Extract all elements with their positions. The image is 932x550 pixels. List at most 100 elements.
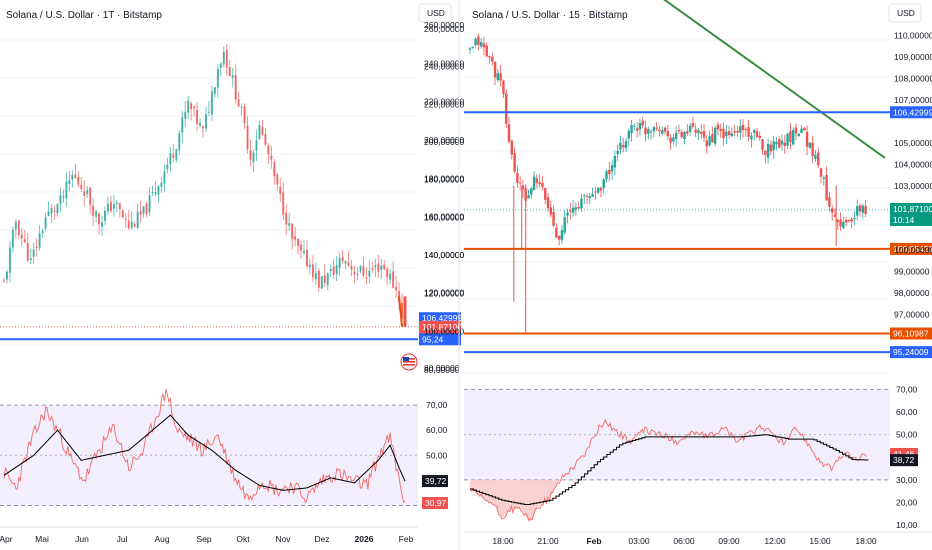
right-candle-body <box>488 56 491 58</box>
right-candle-body <box>772 141 775 151</box>
right-candle-body <box>769 144 773 152</box>
right-currency-label: USD <box>897 8 915 18</box>
right-candle-body <box>791 130 795 145</box>
right-overlay-tick-label-visible: 120,00000 <box>424 288 464 298</box>
right-candle-body <box>822 177 826 179</box>
right-candle-body <box>544 187 547 200</box>
right-candle-body <box>552 212 555 226</box>
left-candle-body <box>338 258 341 269</box>
left-time-tick-label: Aug <box>154 534 169 544</box>
right-candle-body <box>775 141 778 145</box>
right-price-plot <box>468 34 867 334</box>
right-rsi-plot <box>464 388 890 523</box>
left-candle-body <box>47 211 50 216</box>
right-price-ticks: 110,00000 109,00000 108,00000 107,00000 105,… <box>894 31 932 320</box>
left-time-axis: Apr Mai Jun Jul Aug Sep Okt Nov Dez 2026 Feb <box>0 526 418 544</box>
right-candle-body <box>661 130 664 134</box>
right-candle-body <box>577 207 580 209</box>
right-price-tick-label: 97,00000 <box>894 309 930 319</box>
left-candle-body <box>26 242 29 261</box>
right-price-tick-label: 109,00000 <box>894 52 932 62</box>
right-rsi-value-label: 38,72 <box>893 455 915 465</box>
right-candle-body <box>716 124 720 130</box>
left-candle-body <box>86 190 89 195</box>
right-candle-body <box>713 127 717 144</box>
left-last-candle <box>403 296 407 327</box>
right-candle-body <box>725 131 728 137</box>
left-currency-button[interactable] <box>418 3 452 23</box>
right-candle-body <box>722 128 725 139</box>
left-rsi-tick-label: 50,00 <box>426 450 448 460</box>
right-candle-body <box>842 222 845 229</box>
right-candle-body <box>833 214 837 217</box>
right-candle-body <box>591 194 594 197</box>
left-candle-body <box>362 266 365 276</box>
left-candle-body <box>184 111 187 119</box>
right-overlay-tick-label-visible: 180,00000 <box>424 173 464 183</box>
right-candle-body <box>752 129 756 133</box>
right-candle-body <box>538 182 541 184</box>
left-candle-body <box>11 229 14 248</box>
left-level-badge-label: 95,24 <box>422 334 444 344</box>
right-candle-body <box>599 187 603 191</box>
right-price-tick-label: 100,00000 <box>894 245 932 255</box>
left-rsi-line <box>3 388 406 504</box>
left-candle-body <box>320 276 323 289</box>
left-candle-body <box>83 191 86 196</box>
left-candle-body <box>175 149 178 161</box>
left-rsi-plot <box>0 388 418 506</box>
right-candle-body <box>474 38 477 45</box>
right-candle-body <box>471 46 474 48</box>
left-candle-body <box>5 271 8 280</box>
left-candle-body <box>326 273 329 286</box>
right-currency-button[interactable] <box>888 3 922 23</box>
left-panel: Solana / U.S. Dollar · 1T · Bitstamp 106… <box>0 0 464 550</box>
right-candle-body <box>803 127 806 131</box>
right-candle-body <box>619 142 622 150</box>
left-candle-body <box>234 74 237 100</box>
right-candle-body <box>482 43 486 48</box>
right-candle-body <box>516 172 519 183</box>
left-candle-body <box>157 186 160 195</box>
left-candle-body <box>255 140 258 151</box>
left-candle-body <box>249 150 252 160</box>
left-candle-body <box>380 265 383 270</box>
right-panel: Solana / U.S. Dollar · 15 · Bitstamp 106… <box>424 0 932 550</box>
left-candle-body <box>401 302 404 319</box>
right-candle-body <box>541 182 544 188</box>
right-candle-body <box>644 127 647 135</box>
left-candle-body <box>163 171 166 184</box>
left-candle-body <box>50 208 53 214</box>
right-candle-body <box>825 174 828 201</box>
left-candle-body <box>154 192 157 195</box>
right-candle-body <box>518 182 522 184</box>
right-candle-body <box>766 144 770 158</box>
left-candle-body <box>106 203 109 212</box>
left-price-tick-label: 120,00000 <box>424 288 464 298</box>
right-candle-body <box>677 130 681 132</box>
right-candle-body <box>688 125 692 132</box>
right-candle-body <box>789 131 792 143</box>
right-candle-body <box>758 135 761 139</box>
right-candle-body <box>864 205 867 214</box>
left-candle-body <box>252 152 255 163</box>
right-time-tick-label: 03:00 <box>628 536 650 546</box>
right-overlay-tick-label-visible: 100,00000 <box>424 327 464 337</box>
right-level-badge-label: 95,24009 <box>893 347 929 357</box>
left-candle-body <box>219 63 222 68</box>
right-candle-body <box>594 191 597 193</box>
left-candle-body <box>371 268 374 270</box>
right-candle-body <box>585 196 589 198</box>
right-candle-body <box>702 131 706 138</box>
left-candle-body <box>207 111 210 113</box>
left-candle-body <box>377 263 380 272</box>
right-rsi-tick-label: 70,00 <box>896 384 918 394</box>
left-rsi-value-badge <box>422 497 448 510</box>
left-price-tick-label: 80,00000 <box>424 363 460 373</box>
left-candle-body <box>32 249 35 257</box>
left-level-badge-label: 106,42999 <box>422 313 462 323</box>
right-candle-body <box>755 131 759 138</box>
right-candle-body <box>708 136 711 146</box>
left-candle-body <box>288 223 291 226</box>
left-candle-body <box>222 51 225 65</box>
